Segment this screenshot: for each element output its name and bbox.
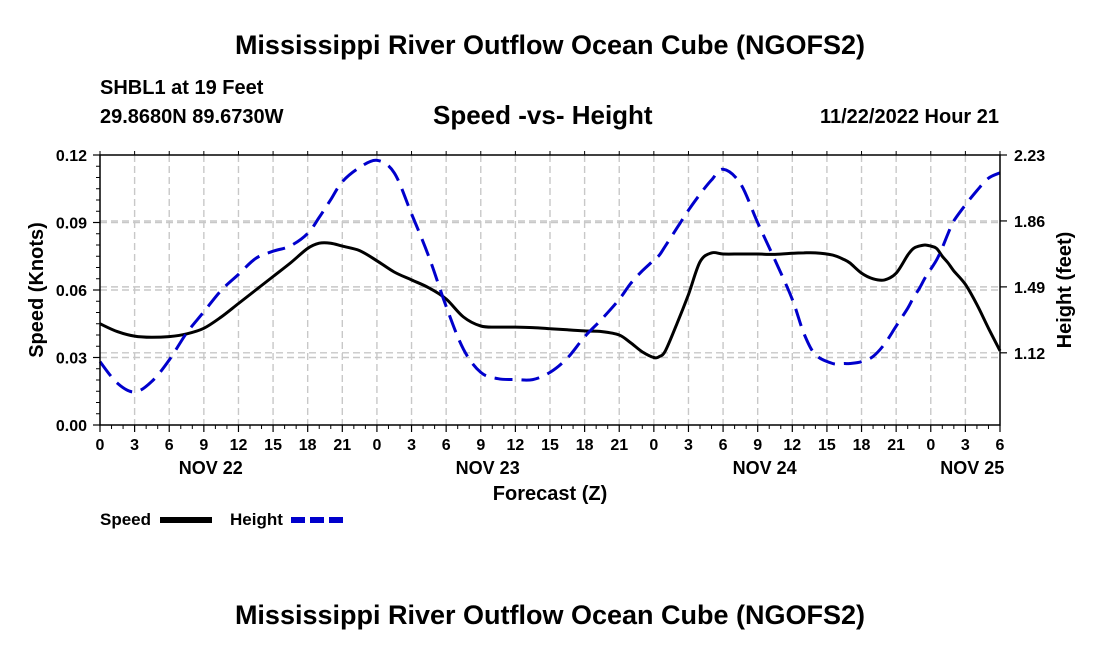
y2-tick-label: 1.86 (1014, 214, 1045, 231)
y-axis-label: Speed (Knots) (26, 222, 48, 358)
date-label: NOV 22 (179, 458, 243, 478)
x-tick-label: 15 (818, 437, 836, 454)
x-axis-label: Forecast (Z) (493, 483, 607, 505)
height-series-line (98, 158, 1001, 394)
x-tick-label: 0 (96, 437, 105, 454)
legend: Speed Height (100, 510, 343, 529)
x-tick-label: 9 (476, 437, 485, 454)
x-tick-label: 12 (230, 437, 248, 454)
speed-series-line (99, 241, 1002, 360)
y2-axis-label: Height (feet) (1054, 232, 1076, 349)
y-tick-label: 0.09 (56, 216, 87, 233)
x-tick-label: 3 (130, 437, 139, 454)
chart-title: Mississippi River Outflow Ocean Cube (NG… (234, 30, 866, 60)
x-tick-label: 3 (684, 437, 693, 454)
x-tick-label: 12 (783, 437, 801, 454)
x-tick-label: 21 (610, 437, 628, 454)
x-tick-label: 18 (299, 437, 317, 454)
x-tick-label: 6 (442, 437, 451, 454)
x-tick-label: 18 (853, 437, 871, 454)
grid (100, 155, 1000, 425)
x-tick-label: 15 (264, 437, 282, 454)
y2-tick-label: 2.23 (1014, 148, 1045, 165)
date-label: NOV 23 (456, 458, 520, 478)
x-tick-label: 0 (372, 437, 381, 454)
chart-subtitle: Speed -vs- Height (433, 100, 653, 130)
y2-tick-label: 1.49 (1014, 280, 1045, 297)
x-tick-label: 21 (887, 437, 905, 454)
x-tick-label: 6 (719, 437, 728, 454)
x-tick-label: 3 (407, 437, 416, 454)
x-tick-label: 18 (576, 437, 594, 454)
footer-title: Mississippi River Outflow Ocean Cube (NG… (234, 600, 866, 630)
legend-label-speed: Speed (100, 510, 151, 529)
x-tick-label: 9 (753, 437, 762, 454)
x-tick-label: 9 (199, 437, 208, 454)
x-tick-label: 0 (926, 437, 935, 454)
y-tick-label: 0.06 (56, 283, 87, 300)
speed-height-chart: 0 3 6 9 12 15 18 21 0 3 6 9 12 15 18 21 0 3 6 9 12 15 18 21 0 3 6N… (26, 148, 1076, 529)
date-label: NOV 24 (733, 458, 797, 478)
y-tick-label: 0.00 (56, 418, 87, 435)
date-label: NOV 25 (940, 458, 1004, 478)
y-tick-label: 0.12 (56, 148, 87, 165)
x-tick-label: 6 (165, 437, 174, 454)
x-tick-label: 21 (333, 437, 351, 454)
x-tick-label: 6 (996, 437, 1005, 454)
y2-tick-label: 1.12 (1014, 346, 1045, 363)
x-tick-label: 15 (541, 437, 559, 454)
x-tick-label: 3 (961, 437, 970, 454)
series-layer (98, 158, 1002, 394)
x-tick-label: 12 (506, 437, 524, 454)
station-label: SHBL1 at 19 Feet (100, 77, 264, 99)
y-tick-label: 0.03 (56, 351, 87, 368)
legend-label-height: Height (230, 510, 283, 529)
forecast-datetime: 11/22/2022 Hour 21 (819, 106, 999, 128)
coordinates-label: 29.8680N 89.6730W (100, 106, 284, 128)
axes: 0 3 6 9 12 15 18 21 0 3 6 9 12 15 18 21 0 3 6 9 12 15 18 21 0 3 6N… (56, 148, 1045, 478)
x-tick-label: 0 (649, 437, 658, 454)
